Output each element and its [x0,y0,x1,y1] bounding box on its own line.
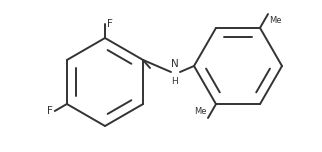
Text: F: F [107,19,113,29]
Text: N: N [171,59,179,69]
Text: F: F [47,106,53,116]
Text: Me: Me [194,107,207,116]
Text: Me: Me [269,16,281,25]
Text: H: H [172,77,178,86]
